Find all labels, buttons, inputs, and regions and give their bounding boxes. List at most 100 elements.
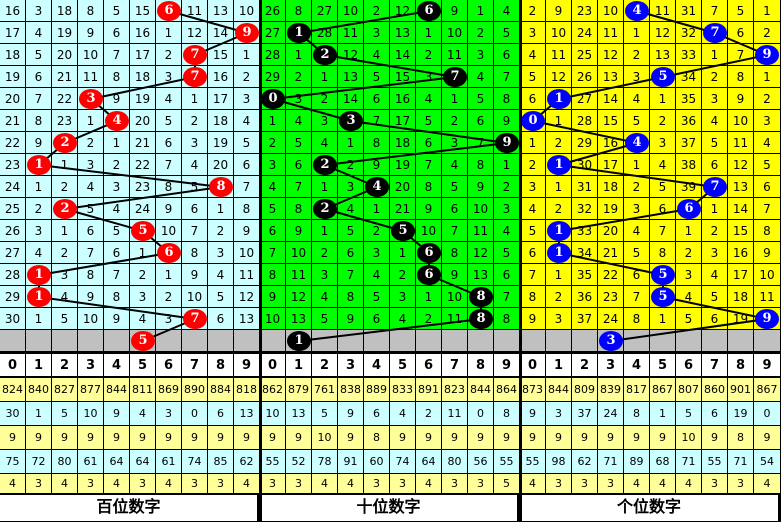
stat-cell: 839 <box>598 378 624 402</box>
hit-ball: 1 <box>547 221 571 241</box>
stat-cell: 9 <box>208 426 234 450</box>
grid-cell: 1 <box>390 242 416 264</box>
stat-cell: 877 <box>78 378 104 402</box>
grid-cell: 11 <box>286 264 312 286</box>
grid-cell: 8 <box>338 286 364 308</box>
hit-ball: 2 <box>53 133 77 153</box>
grid-cell: 8 <box>26 110 52 132</box>
grid-cell: 36 <box>572 286 598 308</box>
hit-ball: 7 <box>703 23 727 43</box>
grid-cell: 11 <box>598 22 624 44</box>
stat-cell: 9 <box>598 426 624 450</box>
grid-cell: 8 <box>182 242 208 264</box>
grid-cell: 7 <box>260 242 286 264</box>
grid-cell: 14 <box>390 44 416 66</box>
hit-ball: 9 <box>235 23 259 43</box>
stat-cell: 13 <box>286 402 312 426</box>
stat-cell: 4 <box>104 474 130 494</box>
grid-cell: 6 <box>260 220 286 242</box>
grid-cell: 9 <box>260 286 286 308</box>
grid-cell: 5 <box>286 132 312 154</box>
grid-cell: 10 <box>416 220 442 242</box>
grid-cell: 2 <box>182 110 208 132</box>
grid-cell: 11 <box>78 66 104 88</box>
grid-cell: 34 <box>676 66 702 88</box>
grid-cell: 9 <box>728 88 754 110</box>
grid-cell: 10 <box>182 286 208 308</box>
hit-ball: 5 <box>131 221 155 241</box>
grid-cell: 1 <box>650 308 676 330</box>
stat-cell: 3 <box>546 474 572 494</box>
grid-cell: 11 <box>234 264 260 286</box>
grid-cell: 6 <box>182 198 208 220</box>
grid-cell: 9 <box>468 176 494 198</box>
grid-cell: 10 <box>754 264 781 286</box>
grid-cell: 13 <box>208 0 234 22</box>
grid-cell: 19 <box>390 154 416 176</box>
grid-cell: 3 <box>130 286 156 308</box>
stat-cell: 3 <box>260 474 286 494</box>
grid-cell: 12 <box>182 22 208 44</box>
grid-cell: 4 <box>520 44 546 66</box>
grid-cell: 15 <box>130 0 156 22</box>
trend-line-segment <box>38 296 196 320</box>
grid-cell: 15 <box>208 44 234 66</box>
grid-cell: 2 <box>156 44 182 66</box>
grid-cell: 21 <box>130 132 156 154</box>
grid-cell: 11 <box>468 220 494 242</box>
stat-cell: 890 <box>182 378 208 402</box>
stat-cell: 75 <box>0 450 26 474</box>
grid-cell: 6 <box>78 220 104 242</box>
grid-cell: 8 <box>442 242 468 264</box>
grid-cell: 9 <box>286 220 312 242</box>
stat-cell: 827 <box>52 378 78 402</box>
grid-cell: 31 <box>572 176 598 198</box>
grid-cell: 25 <box>572 44 598 66</box>
grid-cell: 5 <box>468 88 494 110</box>
stat-cell: 0 <box>468 402 494 426</box>
grid-cell: 1 <box>416 22 442 44</box>
grid-cell: 4 <box>312 286 338 308</box>
trend-line-segment <box>558 252 664 276</box>
hit-ball: 4 <box>625 133 649 153</box>
grid-cell: 1 <box>442 88 468 110</box>
grid-cell: 12 <box>468 242 494 264</box>
grid-cell: 27 <box>0 242 26 264</box>
grid-cell: 4 <box>624 88 650 110</box>
grid-cell: 2 <box>650 110 676 132</box>
stat-cell: 4 <box>676 474 702 494</box>
grid-cell: 6 <box>338 242 364 264</box>
hit-ball: 5 <box>651 287 675 307</box>
grid-cell: 9 <box>416 198 442 220</box>
grid-cell: 7 <box>26 88 52 110</box>
stat-cell: 811 <box>130 378 156 402</box>
grid-cell: 2 <box>416 44 442 66</box>
stat-cell: 879 <box>286 378 312 402</box>
hit-ball: 7 <box>183 67 207 87</box>
stat-cell: 4 <box>416 474 442 494</box>
grid-cell: 13 <box>468 264 494 286</box>
trend-line-segment <box>168 10 248 34</box>
grid-cell: 16 <box>208 66 234 88</box>
stat-cell: 60 <box>364 450 390 474</box>
grid-cell: 2 <box>676 242 702 264</box>
grid-cell: 16 <box>728 242 754 264</box>
grid-cell: 2 <box>104 154 130 176</box>
stat-cell: 71 <box>728 450 754 474</box>
grid-cell: 2 <box>208 220 234 242</box>
stat-cell: 9 <box>442 426 468 450</box>
grid-cell: 1 <box>416 286 442 308</box>
stat-cell: 867 <box>650 378 676 402</box>
grid-cell: 8 <box>286 0 312 22</box>
grid-cell: 8 <box>416 176 442 198</box>
grid-cell: 1 <box>650 88 676 110</box>
stat-cell: 55 <box>260 450 286 474</box>
grid-cell: 37 <box>676 132 702 154</box>
grid-cell: 12 <box>234 286 260 308</box>
grid-cell: 9 <box>520 308 546 330</box>
grid-cell: 6 <box>104 22 130 44</box>
grid-cell: 4 <box>312 132 338 154</box>
grey-cell <box>728 330 754 352</box>
hit-ball: 9 <box>495 133 519 153</box>
grid-cell: 4 <box>182 154 208 176</box>
